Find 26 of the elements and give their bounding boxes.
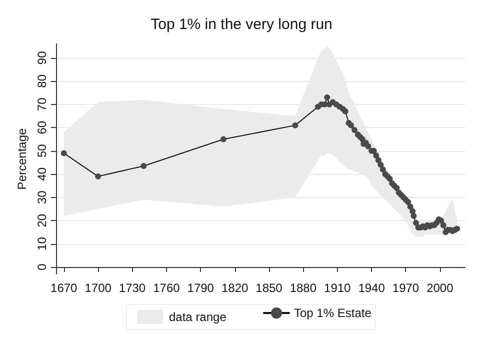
chart-title: Top 1% in the very long run bbox=[150, 16, 332, 33]
x-tick-label: 1940 bbox=[358, 281, 386, 295]
x-tick-label: 1730 bbox=[118, 281, 146, 295]
y-tick-label: 20 bbox=[34, 214, 49, 228]
y-tick-label: 60 bbox=[34, 120, 49, 134]
y-tick-label: 30 bbox=[34, 190, 49, 204]
x-tick-label: 1760 bbox=[153, 281, 180, 295]
y-tick-label: 0 bbox=[34, 263, 49, 270]
x-tick-label: 1790 bbox=[187, 281, 214, 295]
x-tick-label: 1670 bbox=[50, 281, 78, 295]
y-tick-label: 70 bbox=[34, 97, 49, 112]
x-tick-label: 1700 bbox=[84, 281, 112, 295]
y-tick-label: 50 bbox=[34, 144, 49, 158]
x-tick-label: 1880 bbox=[290, 281, 317, 295]
x-tick-label: 1970 bbox=[392, 281, 420, 295]
text: data range bbox=[169, 309, 226, 325]
y-tick-label: 10 bbox=[34, 236, 49, 250]
x-tick-label: 1850 bbox=[256, 281, 283, 295]
x-tick-label: 1820 bbox=[221, 281, 248, 295]
y-tick-label: 90 bbox=[34, 50, 49, 65]
y-tick-label: 40 bbox=[34, 167, 49, 181]
y-axis-title: Percentage bbox=[15, 128, 29, 190]
legend-label: Top 1% Estate bbox=[294, 306, 372, 320]
y-tick-label: 80 bbox=[34, 74, 49, 88]
x-tick-label: 2000 bbox=[426, 281, 454, 295]
x-tick-label: 1910 bbox=[324, 281, 352, 295]
